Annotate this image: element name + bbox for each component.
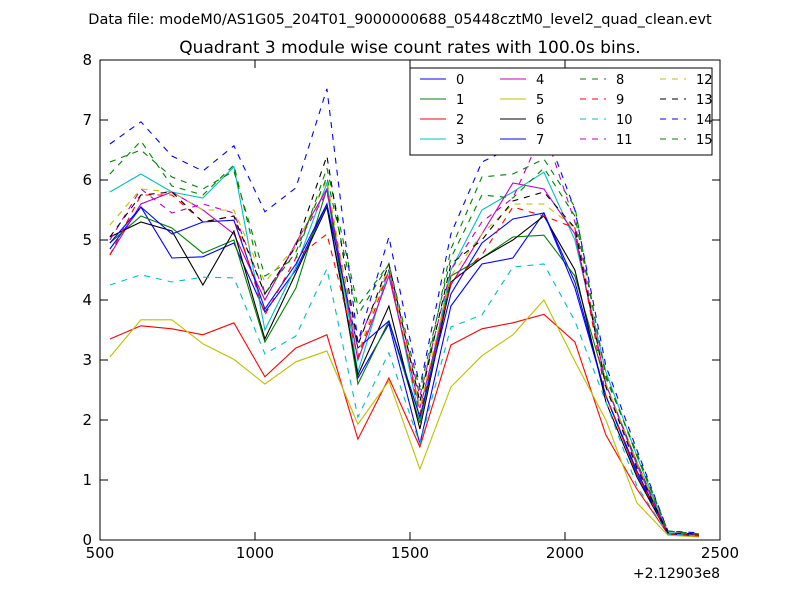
legend-label-12: 12 <box>696 73 713 88</box>
legend-label-8: 8 <box>616 73 624 88</box>
series-line-1 <box>109 188 699 535</box>
series-line-12 <box>109 178 699 535</box>
series-line-3 <box>109 165 699 535</box>
legend-label-5: 5 <box>536 93 544 108</box>
legend-label-2: 2 <box>456 113 464 128</box>
legend-label-14: 14 <box>696 113 713 128</box>
y-tick-label: 1 <box>82 471 92 489</box>
legend-label-10: 10 <box>616 113 633 128</box>
y-tick-label: 3 <box>82 351 92 369</box>
legend-box <box>409 67 713 156</box>
series-line-7 <box>109 202 699 536</box>
series-line-11 <box>109 127 699 535</box>
legend-label-3: 3 <box>456 133 464 148</box>
legend-label-13: 13 <box>696 93 713 108</box>
series-line-5 <box>109 299 699 538</box>
y-tick-label: 8 <box>82 51 92 69</box>
series-line-8 <box>109 149 699 535</box>
y-tick-label: 5 <box>82 231 92 249</box>
y-tick-label: 6 <box>82 171 92 189</box>
legend-label-7: 7 <box>536 133 544 148</box>
x-tick-label: 2000 <box>546 544 584 562</box>
legend-label-6: 6 <box>536 113 544 128</box>
y-tick-label: 4 <box>82 291 92 309</box>
chart-suptitle: Data file: modeM0/AS1G05_204T01_90000006… <box>88 12 712 28</box>
series-line-2 <box>109 313 699 537</box>
legend-label-9: 9 <box>616 93 624 108</box>
legend-label-11: 11 <box>616 133 633 148</box>
legend-label-4: 4 <box>536 73 544 88</box>
y-tick-label: 0 <box>82 531 92 549</box>
series-line-14 <box>109 88 699 534</box>
legend-label-1: 1 <box>456 93 464 108</box>
chart-title: Quadrant 3 module wise count rates with … <box>179 38 640 58</box>
legend-label-15: 15 <box>696 133 713 148</box>
x-tick-label: 1000 <box>236 544 274 562</box>
y-tick-label: 7 <box>82 111 92 129</box>
x-tick-label: 1500 <box>391 544 429 562</box>
y-tick-label: 2 <box>82 411 92 429</box>
series-line-10 <box>109 263 699 537</box>
x-tick-label: 2500 <box>701 544 739 562</box>
series-line-9 <box>109 194 699 536</box>
series-line-4 <box>109 182 699 536</box>
plot-area: 500 1000 1500 2000 2500012345678012345678910… <box>82 51 739 562</box>
x-axis-offset-label: +2.12903e8 <box>633 566 720 582</box>
x-tick-label: 500 <box>86 544 115 562</box>
series-line-15 <box>109 140 699 535</box>
legend-label-0: 0 <box>456 73 464 88</box>
